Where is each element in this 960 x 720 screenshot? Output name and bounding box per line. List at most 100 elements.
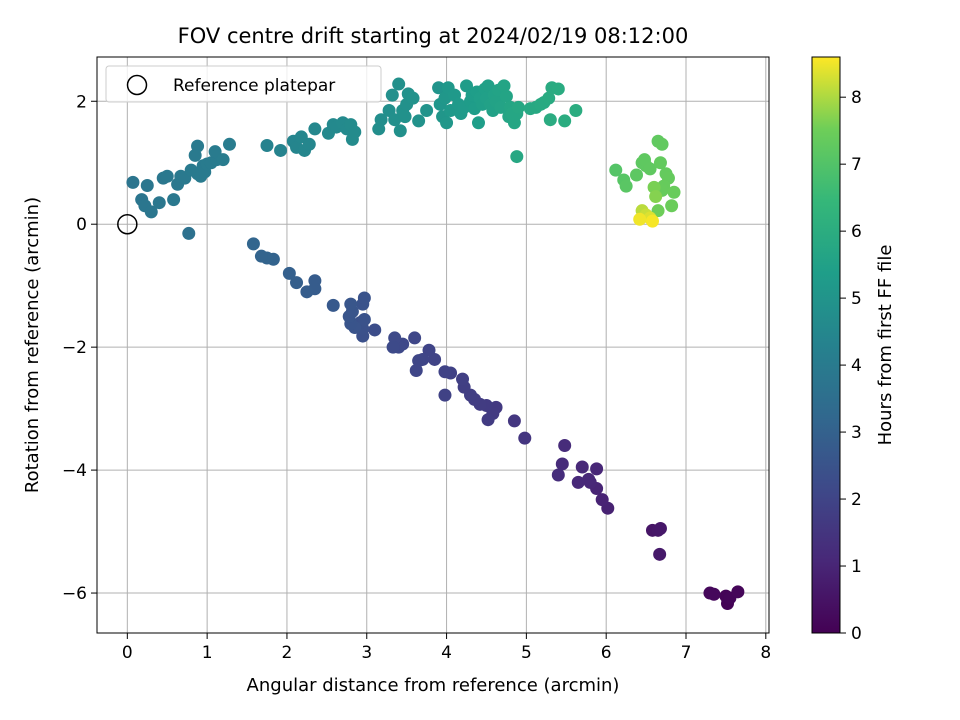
- data-point: [302, 137, 316, 151]
- x-axis-label: Angular distance from reference (arcmin): [247, 675, 620, 696]
- data-point: [619, 179, 633, 193]
- data-point: [630, 168, 644, 182]
- data-point: [575, 460, 589, 474]
- data-point: [388, 113, 402, 127]
- chart-title: FOV centre drift starting at 2024/02/19 …: [178, 24, 689, 48]
- x-tick-label: 8: [760, 643, 771, 663]
- legend-label: Reference platepar: [173, 76, 335, 96]
- data-point: [222, 137, 236, 151]
- colorbar-tick-label: 6: [851, 222, 862, 242]
- colorbar-tick-label: 4: [851, 356, 862, 376]
- x-tick-label: 4: [441, 643, 452, 663]
- colorbar-tick-label: 1: [851, 557, 862, 577]
- grid-lines: [97, 57, 769, 633]
- x-tick-label: 2: [282, 643, 293, 663]
- data-point: [412, 114, 426, 128]
- data-point: [160, 169, 174, 183]
- colorbar-ticks: 0 1 2 3 4 5 6 7 8: [840, 88, 862, 644]
- data-point: [558, 439, 572, 453]
- data-point: [357, 291, 371, 305]
- data-point: [420, 103, 434, 117]
- data-point: [456, 372, 470, 386]
- data-point: [438, 365, 452, 379]
- data-point: [409, 364, 423, 378]
- data-point: [393, 124, 407, 138]
- y-tick-label: −6: [62, 584, 87, 604]
- data-point: [406, 91, 420, 105]
- x-tick-label: 7: [681, 643, 692, 663]
- data-point: [590, 462, 604, 476]
- y-tick-label: −4: [62, 461, 87, 481]
- data-point: [653, 156, 667, 170]
- colorbar-label: Hours from first FF file: [875, 245, 896, 446]
- colorbar-tick-label: 2: [851, 490, 862, 510]
- data-point: [140, 178, 154, 192]
- data-point: [308, 122, 322, 136]
- data-point: [667, 185, 681, 199]
- colorbar-tick-label: 8: [851, 88, 862, 108]
- data-point: [392, 77, 406, 91]
- data-point: [494, 100, 508, 114]
- data-point: [551, 82, 565, 96]
- data-point: [254, 249, 268, 263]
- data-point: [497, 79, 511, 93]
- data-point: [555, 457, 569, 471]
- data-point: [374, 113, 388, 127]
- data-point: [645, 214, 659, 228]
- y-tick-label: 2: [76, 92, 87, 112]
- plot-frame: [96, 56, 770, 634]
- legend-marker-reference: [126, 74, 148, 96]
- x-tick-label: 5: [521, 643, 532, 663]
- data-point: [653, 547, 667, 561]
- colorbar-tick-label: 3: [851, 423, 862, 443]
- data-point: [643, 162, 657, 176]
- data-point: [510, 150, 524, 164]
- data-point: [326, 298, 340, 312]
- data-point: [167, 193, 181, 207]
- data-point: [357, 312, 371, 326]
- data-point: [348, 125, 362, 139]
- data-point: [655, 137, 669, 151]
- y-tick-label: −2: [62, 338, 87, 358]
- data-point: [571, 475, 585, 489]
- data-point: [246, 237, 260, 251]
- data-point: [507, 414, 521, 428]
- data-point: [707, 587, 721, 601]
- data-point: [569, 103, 583, 117]
- data-point: [481, 79, 495, 93]
- data-point: [422, 343, 436, 357]
- x-tick-label: 3: [361, 643, 372, 663]
- data-point: [126, 175, 140, 189]
- data-point: [440, 116, 454, 130]
- data-point: [208, 145, 222, 159]
- data-point: [386, 340, 400, 354]
- data-point: [595, 493, 609, 507]
- x-tick-label: 1: [202, 643, 213, 663]
- data-point: [344, 297, 358, 311]
- data-point: [558, 114, 572, 128]
- data-points: [117, 77, 745, 610]
- data-point: [385, 88, 399, 102]
- data-point: [582, 472, 596, 486]
- data-point: [282, 266, 296, 280]
- axis-ticks: 0 1 2 3 4 5 6 7 8 −6 −4 −2 0 2: [62, 92, 771, 663]
- data-point: [412, 354, 426, 368]
- colorbar: [811, 56, 841, 634]
- data-point: [543, 113, 557, 127]
- data-point: [499, 89, 513, 103]
- data-point: [649, 190, 663, 204]
- data-point: [665, 199, 679, 213]
- data-point: [152, 196, 166, 210]
- x-tick-label: 0: [122, 643, 133, 663]
- data-point: [260, 139, 274, 153]
- colorbar-tick-label: 5: [851, 289, 862, 309]
- data-point: [518, 431, 532, 445]
- data-point: [481, 413, 495, 427]
- data-point: [408, 331, 422, 345]
- data-point: [731, 585, 745, 599]
- data-point: [633, 212, 647, 226]
- legend-box: [105, 65, 382, 103]
- data-point: [471, 116, 485, 130]
- legend: Reference platepar: [105, 65, 382, 103]
